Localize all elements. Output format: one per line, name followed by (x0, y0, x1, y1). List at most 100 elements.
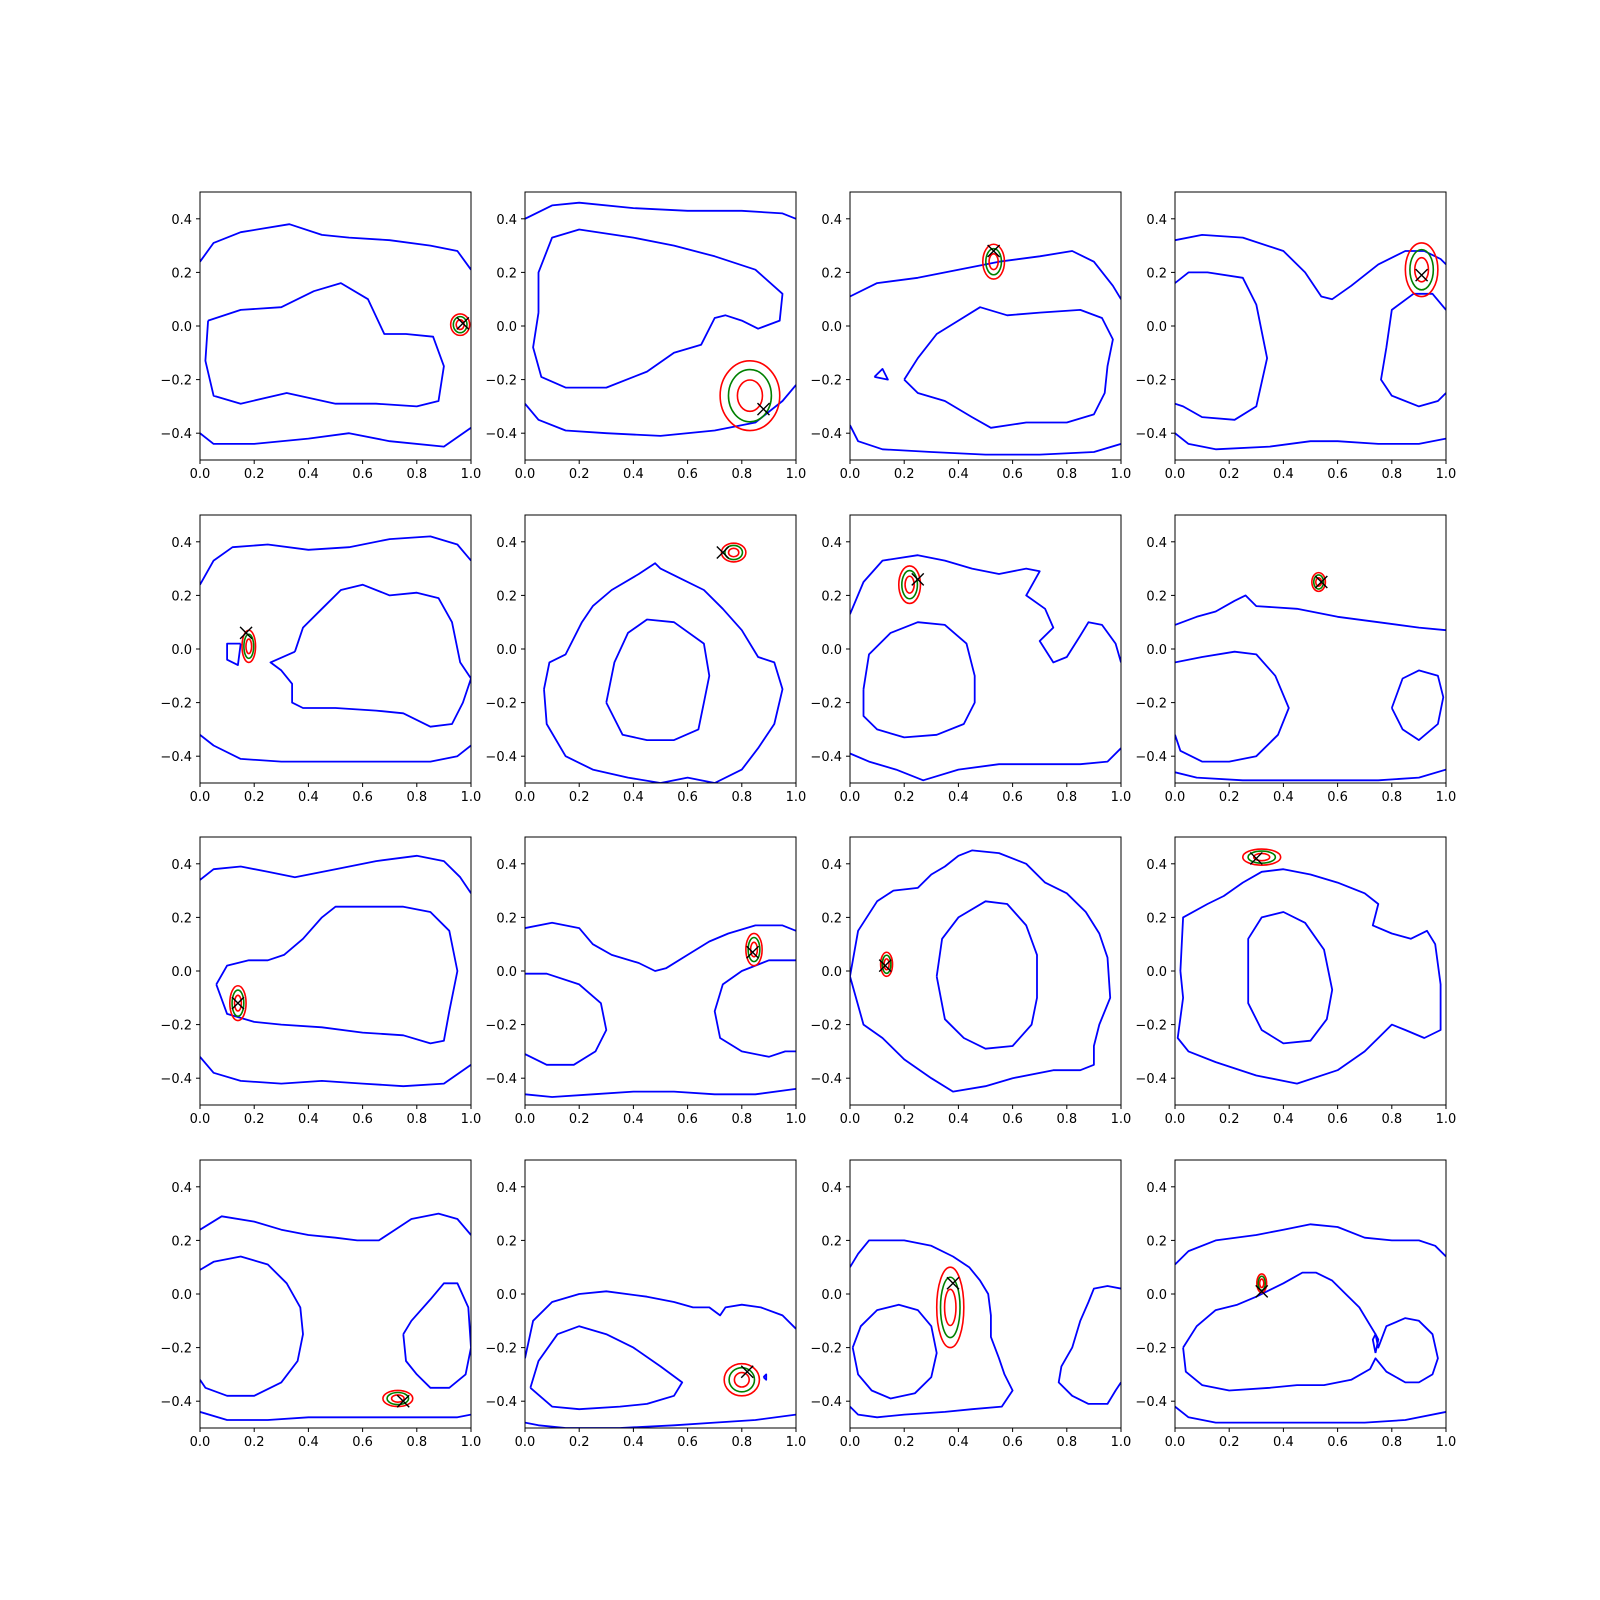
density-contour-middle (985, 247, 1003, 276)
contour-line-1 (850, 250, 1121, 300)
density-contour-middle (231, 989, 245, 1018)
x-tick-label: 0.2 (1219, 467, 1240, 482)
contour-line-1 (543, 562, 784, 783)
y-tick-label: −0.2 (160, 1019, 192, 1034)
true-location-marker (1255, 1284, 1269, 1298)
y-tick-label: 0.2 (821, 589, 842, 604)
x-tick-label: 0.4 (948, 790, 969, 805)
y-tick-label: −0.4 (1135, 1072, 1167, 1087)
y-tick-label: 0.0 (496, 965, 517, 980)
plot-area (525, 201, 796, 437)
contour-line-1 (525, 1290, 796, 1359)
x-tick-label: 0.4 (298, 467, 319, 482)
x-tick-label: 0.0 (190, 1435, 211, 1450)
x-tick-label: 1.0 (1111, 1112, 1132, 1127)
subplot-3: 0.0 0.2 0.4 0.6 0.8 1.0 0.4 0.2 0.0 −0.2 −0.4 (810, 191, 1131, 482)
contour-line-2 (532, 228, 784, 389)
density-contour-middle (939, 1276, 961, 1339)
y-tick-label: −0.4 (810, 750, 842, 765)
y-tick-label: 0.4 (1146, 858, 1167, 873)
contour-line-4 (762, 1373, 768, 1381)
x-tick-label: 1.0 (786, 1435, 807, 1450)
contour-line-2 (903, 306, 1114, 429)
plot-area (200, 1212, 471, 1421)
subplot-grid: 0.0 0.2 0.4 0.6 0.8 1.00.40.20.0−0.2−0.40.0 0.… (160, 191, 1456, 1450)
true-location-marker (231, 996, 245, 1010)
y-tick-label: 0.4 (821, 1181, 842, 1196)
x-tick-label: 0.8 (1381, 1112, 1402, 1127)
x-tick-label: 0.6 (352, 1435, 373, 1450)
y-tick-label: 0.4 (171, 536, 192, 551)
true-location-marker (911, 572, 925, 586)
x-tick-label: 0.2 (1219, 1112, 1240, 1127)
x-tick-label: 0.6 (677, 1435, 698, 1450)
density-contour-outer (720, 542, 747, 563)
contour-line-2 (1247, 911, 1334, 1045)
y-tick-label: −0.4 (1135, 750, 1167, 765)
y-tick-label: 0.2 (496, 911, 517, 926)
density-contour-outer (719, 360, 781, 432)
true-location-marker (946, 1276, 960, 1290)
y-tick-label: −0.2 (160, 374, 192, 389)
x-tick-label: 0.6 (677, 1112, 698, 1127)
y-tick-label: 0.4 (821, 213, 842, 228)
density-contour-middle (724, 544, 744, 561)
y-tick-label: 0.4 (171, 858, 192, 873)
x-tick-label: 1.0 (1111, 790, 1132, 805)
y-tick-label: −0.4 (485, 1072, 517, 1087)
x-tick-label: 0.4 (1273, 790, 1294, 805)
x-tick-label: 0.2 (894, 1112, 915, 1127)
subplot-11: 0.0 0.2 0.4 0.6 0.8 1.0 0.4 0.2 0.0 −0.2 −0.4 (810, 836, 1132, 1127)
y-tick-label: 0.2 (171, 589, 192, 604)
y-tick-label: 0.4 (1146, 1181, 1167, 1196)
contour-line-3 (1380, 292, 1446, 408)
density-contour-outer (879, 951, 894, 978)
y-tick-label: 0.2 (821, 1234, 842, 1249)
y-tick-label: 0.0 (821, 643, 842, 658)
subplot-15: 0.0 0.2 0.4 0.6 0.8 1.0 0.4 0.2 0.0 −0.2 −0.4 (810, 1159, 1131, 1450)
contour-line-4 (850, 424, 1121, 456)
x-tick-label: 0.4 (948, 467, 969, 482)
x-tick-label: 0.8 (1381, 467, 1402, 482)
true-location-marker (987, 244, 1001, 258)
x-tick-label: 0.6 (1327, 467, 1348, 482)
x-tick-label: 0.2 (244, 790, 265, 805)
y-tick-label: 0.2 (496, 266, 517, 281)
x-tick-label: 0.0 (515, 1435, 536, 1450)
density-contour-middle (1312, 574, 1325, 590)
true-location-marker (396, 1394, 410, 1408)
x-tick-label: 0.8 (1381, 790, 1402, 805)
density-contour-inner (736, 379, 764, 413)
x-tick-label: 1.0 (786, 790, 807, 805)
y-tick-label: −0.2 (485, 1019, 517, 1034)
y-tick-label: −0.2 (1135, 1342, 1167, 1357)
x-tick-label: 0.0 (190, 1112, 211, 1127)
density-contour-middle (1257, 1275, 1267, 1292)
x-tick-label: 0.6 (1002, 790, 1023, 805)
density-contour-outer (897, 565, 922, 605)
x-tick-label: 0.6 (352, 790, 373, 805)
contour-line-1 (850, 554, 1121, 664)
x-tick-label: 0.0 (840, 467, 861, 482)
contour-line-1 (525, 921, 796, 972)
subplot-7: 0.0 0.2 0.4 0.6 0.8 1.0 0.4 0.2 0.0 −0.2 −0.4 (810, 514, 1132, 805)
true-location-marker (746, 945, 760, 959)
density-contour-inner (943, 1288, 957, 1327)
y-tick-label: 0.4 (171, 1181, 192, 1196)
y-tick-label: 0.0 (171, 1288, 192, 1303)
x-tick-label: 0.8 (406, 1435, 427, 1450)
contour-line-3 (226, 642, 242, 666)
contour-line-2 (525, 972, 608, 1066)
x-tick-label: 0.8 (406, 1112, 427, 1127)
x-tick-label: 0.8 (731, 1112, 752, 1127)
x-tick-label: 0.2 (1219, 1435, 1240, 1450)
x-tick-label: 0.6 (352, 467, 373, 482)
contour-line-4 (200, 734, 471, 763)
y-tick-label: 0.4 (171, 213, 192, 228)
x-tick-label: 0.0 (190, 467, 211, 482)
contour-line-3 (525, 384, 796, 437)
density-contour-outer (1241, 848, 1282, 866)
y-tick-label: 0.0 (821, 320, 842, 335)
x-tick-label: 0.8 (1056, 790, 1077, 805)
